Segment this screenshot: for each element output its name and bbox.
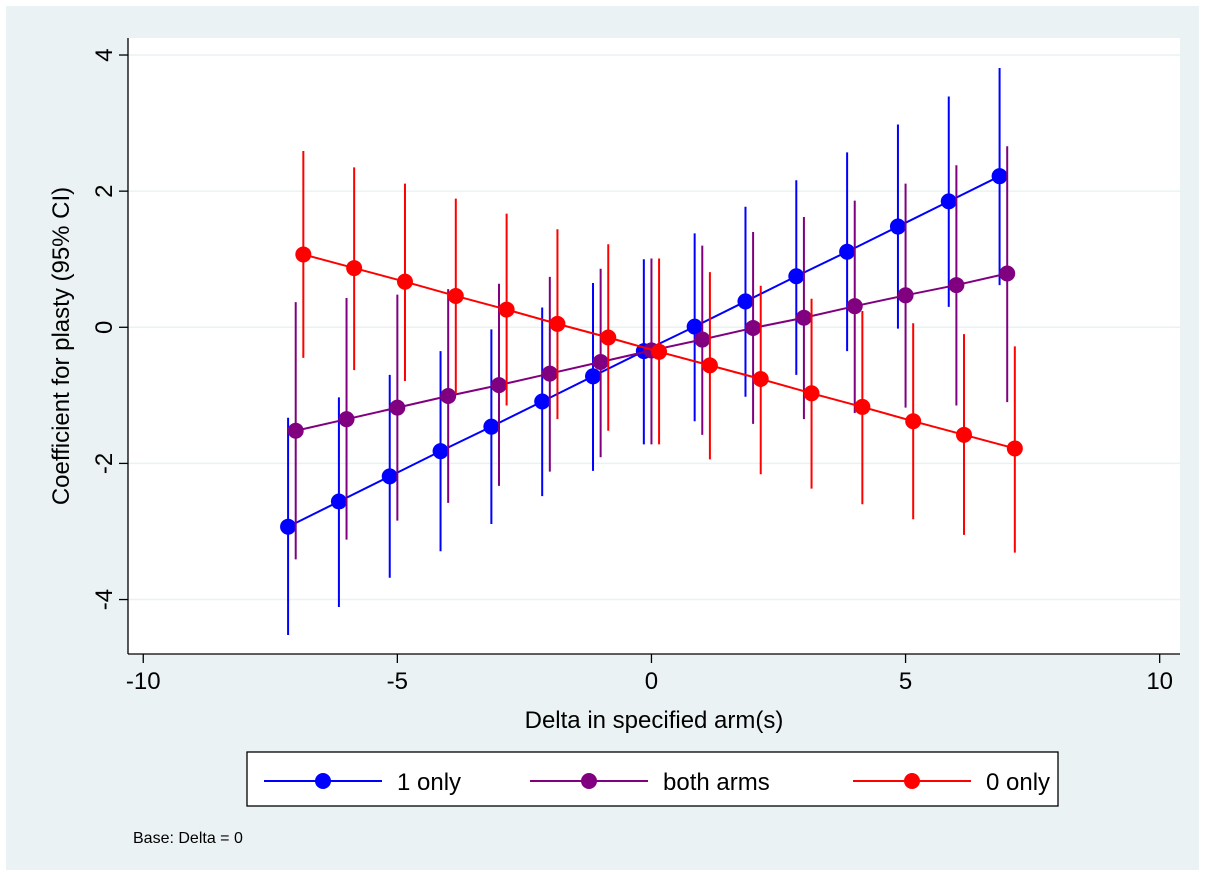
data-point <box>651 343 668 360</box>
data-point <box>701 357 718 374</box>
x-tick-label: -5 <box>387 668 408 695</box>
data-point <box>854 398 871 415</box>
data-point <box>295 246 312 263</box>
data-point <box>948 277 965 294</box>
x-tick-label: -10 <box>126 668 161 695</box>
series-both-arms <box>287 146 1016 560</box>
data-point <box>534 393 551 410</box>
data-point <box>940 193 957 210</box>
legend-label: 1 only <box>397 769 461 796</box>
data-point <box>440 388 457 405</box>
data-point <box>389 399 406 416</box>
data-point <box>498 301 515 318</box>
series-group <box>280 67 1023 635</box>
data-point <box>338 411 355 428</box>
x-tick-label: 5 <box>899 668 912 695</box>
data-point <box>999 265 1016 282</box>
data-point <box>686 318 703 335</box>
legend-box <box>246 751 1059 807</box>
y-tick-label: 0 <box>91 321 118 334</box>
legend-label: 0 only <box>986 769 1050 796</box>
data-point <box>795 309 812 326</box>
data-point <box>1006 440 1023 457</box>
data-point <box>280 518 297 535</box>
chart-note: Base: Delta = 0 <box>133 830 243 847</box>
data-point <box>585 368 602 385</box>
data-point <box>600 329 617 346</box>
y-tick-label: -2 <box>91 453 118 474</box>
data-point <box>839 243 856 260</box>
chart-figure: -10 -5 0 5 10 -4 -2 0 2 4 Delta in specified arm(… <box>6 6 1199 870</box>
legend: 1 only both arms 0 only <box>246 751 1059 807</box>
x-tick-label: 10 <box>1146 668 1173 695</box>
data-point <box>752 371 769 388</box>
data-point <box>549 315 566 332</box>
data-point <box>346 260 363 277</box>
data-point <box>330 493 347 510</box>
data-point <box>381 468 398 485</box>
data-point <box>803 385 820 402</box>
data-point <box>788 268 805 285</box>
data-point <box>490 377 507 394</box>
data-point <box>592 353 609 370</box>
data-point <box>541 365 558 382</box>
data-point <box>956 426 973 443</box>
data-point <box>396 273 413 290</box>
data-point <box>846 298 863 315</box>
data-point <box>287 422 304 439</box>
data-point <box>897 287 914 304</box>
data-point <box>745 319 762 336</box>
legend-marker <box>315 773 331 789</box>
data-point <box>483 418 500 435</box>
data-point <box>905 413 922 430</box>
data-point <box>889 218 906 235</box>
legend-marker <box>904 773 920 789</box>
data-point <box>694 331 711 348</box>
x-tick-label: 0 <box>645 668 658 695</box>
legend-label: both arms <box>663 769 770 796</box>
y-axis-label: Coefficient for plasty (95% CI) <box>48 187 75 505</box>
data-point <box>447 287 464 304</box>
chart-svg: -10 -5 0 5 10 -4 -2 0 2 4 Delta in specified arm(… <box>48 38 1180 847</box>
data-point <box>432 443 449 460</box>
y-tick-label: 2 <box>91 184 118 197</box>
data-point <box>737 293 754 310</box>
x-axis-label: Delta in specified arm(s) <box>525 707 784 734</box>
legend-marker <box>581 773 597 789</box>
data-point <box>991 168 1008 185</box>
y-tick-label: -4 <box>91 589 118 610</box>
axes: -10 -5 0 5 10 -4 -2 0 2 4 <box>91 38 1180 695</box>
series-0-only <box>295 150 1023 553</box>
y-tick-label: 4 <box>91 48 118 61</box>
